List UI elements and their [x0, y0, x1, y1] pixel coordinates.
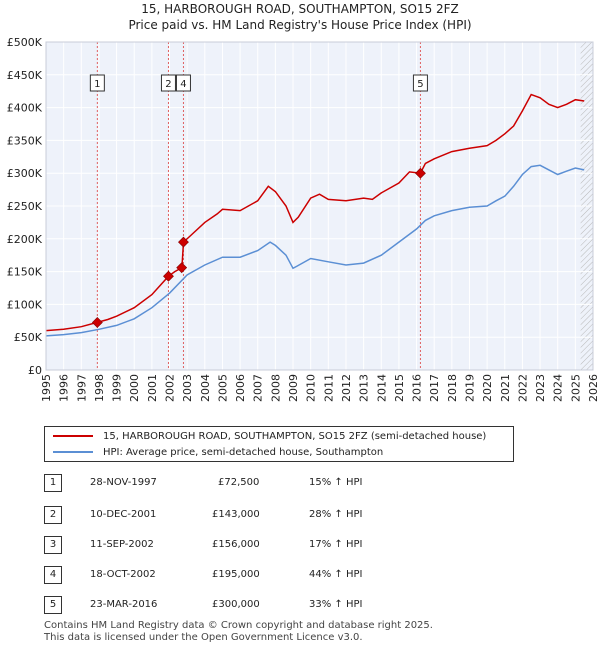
plot-frame [45, 41, 594, 371]
y-tick-label: £250K [7, 200, 43, 213]
chart-title: 15, HARBOROUGH ROAD, SOUTHAMPTON, SO15 2… [141, 2, 459, 16]
x-tick-label: 2012 [340, 374, 353, 402]
sale-hpi-change: 33% ↑ HPI [309, 599, 363, 610]
y-tick-label: £50K [14, 331, 43, 344]
y-tick-label: £100K [7, 298, 43, 311]
sale-label-box [160, 74, 176, 92]
sale-number-badge: 3 [44, 536, 62, 554]
x-tick-label: 2000 [128, 374, 141, 402]
y-tick-label: £300K [7, 167, 43, 180]
chart-subtitle: Price paid vs. HM Land Registry's House … [128, 18, 472, 32]
sale-number-badge: 4 [44, 566, 62, 584]
x-tick-label: 2026 [587, 374, 600, 402]
sale-point-5 [415, 167, 426, 179]
legend-hpi-swatch [53, 451, 93, 453]
x-tick-label: 2016 [411, 374, 424, 402]
x-tick-label: 1995 [40, 374, 53, 402]
x-tick-label: 2006 [234, 374, 247, 402]
x-tick-label: 2018 [446, 374, 459, 402]
y-tick-label: £400K [7, 102, 43, 115]
legend: 15, HARBOROUGH ROAD, SOUTHAMPTON, SO15 2… [44, 426, 514, 462]
legend-item-hpi: HPI: Average price, semi-detached house,… [53, 444, 383, 460]
sale-point-2 [163, 270, 174, 282]
legend-price-label: 15, HARBOROUGH ROAD, SOUTHAMPTON, SO15 2… [103, 430, 487, 442]
table-row: 2 10-DEC-2001 £143,000 28% ↑ HPI [44, 506, 444, 526]
sale-price: £143,000 [212, 509, 260, 520]
sale-point-4 [178, 236, 189, 248]
table-row: 5 23-MAR-2016 £300,000 33% ↑ HPI [44, 596, 444, 616]
y-tick-label: £450K [7, 69, 43, 82]
y-tick-label: £150K [7, 266, 43, 279]
x-tick-label: 2003 [181, 374, 194, 402]
x-tick-label: 2005 [216, 374, 229, 402]
sale-number-badge: 2 [44, 506, 62, 524]
x-tick-label: 2014 [375, 374, 388, 402]
sale-hpi-change: 28% ↑ HPI [309, 509, 363, 520]
y-tick-label: £500K [7, 36, 43, 49]
x-tick-label: 2011 [322, 374, 335, 402]
sale-date: 23-MAR-2016 [90, 599, 158, 610]
x-tick-label: 2017 [428, 374, 441, 402]
sale-point-3 [176, 262, 188, 274]
sale-price: £156,000 [212, 539, 260, 550]
x-tick-label: 2013 [358, 374, 371, 402]
x-tick-label: 2008 [269, 374, 282, 402]
footer-license: This data is licensed under the Open Gov… [44, 632, 363, 643]
sale-label-text: 2 [165, 79, 171, 90]
sale-date: 28-NOV-1997 [90, 477, 157, 488]
hpi-line [45, 164, 585, 337]
y-tick-label: £200K [7, 233, 43, 246]
x-tick-label: 2025 [569, 374, 582, 402]
x-tick-label: 2020 [481, 374, 494, 402]
legend-hpi-label: HPI: Average price, semi-detached house,… [103, 446, 384, 458]
sale-date: 11-SEP-2002 [90, 539, 154, 550]
x-tick-label: 1999 [111, 374, 124, 402]
footer: Contains HM Land Registry data © Crown c… [44, 620, 433, 644]
x-tick-label: 1996 [58, 374, 71, 402]
x-tick-label: 2001 [146, 374, 159, 402]
x-tick-label: 2007 [252, 374, 265, 402]
sale-number-badge: 5 [44, 596, 62, 614]
x-tick-label: 2010 [305, 374, 318, 402]
y-tick-label: £350K [7, 134, 43, 147]
sale-number-badge: 1 [44, 474, 62, 492]
sale-date: 10-DEC-2001 [90, 509, 157, 520]
table-row: 1 28-NOV-1997 £72,500 15% ↑ HPI [44, 474, 444, 494]
table-row: 4 18-OCT-2002 £195,000 44% ↑ HPI [44, 566, 444, 586]
sale-label-text: 4 [180, 79, 186, 90]
sale-hpi-change: 17% ↑ HPI [309, 539, 363, 550]
sale-label-text: 5 [417, 79, 423, 90]
legend-price-swatch [53, 435, 93, 437]
sale-date: 18-OCT-2002 [90, 569, 156, 580]
x-tick-label: 1998 [93, 374, 106, 402]
x-tick-label: 2004 [199, 374, 212, 402]
sale-point-1 [91, 317, 103, 328]
sale-price: £72,500 [218, 477, 260, 488]
sale-label-box [412, 74, 428, 92]
x-tick-label: 2015 [393, 374, 406, 402]
legend-item-price: 15, HARBOROUGH ROAD, SOUTHAMPTON, SO15 2… [53, 428, 486, 444]
sale-price: £195,000 [212, 569, 260, 580]
x-tick-label: 2019 [463, 374, 476, 402]
sale-hpi-change: 15% ↑ HPI [309, 477, 363, 488]
y-tick-label: £0 [28, 364, 42, 377]
sale-label-box [89, 74, 105, 92]
x-tick-label: 2009 [287, 374, 300, 402]
footer-copyright: Contains HM Land Registry data © Crown c… [44, 620, 433, 631]
sale-hpi-change: 44% ↑ HPI [309, 569, 363, 580]
x-tick-label: 2002 [164, 374, 177, 402]
table-row: 3 11-SEP-2002 £156,000 17% ↑ HPI [44, 536, 444, 556]
x-tick-label: 1997 [75, 374, 88, 402]
sale-label-box [175, 74, 191, 92]
x-tick-label: 2024 [552, 374, 565, 402]
sale-label-text: 1 [94, 79, 100, 90]
price-chart: £0 £50K £100K £150K £200K £250K £300K £350K £400… [7, 36, 600, 402]
x-tick-label: 2021 [499, 374, 512, 402]
x-tick-label: 2023 [534, 374, 547, 402]
sale-price: £300,000 [212, 599, 260, 610]
x-tick-label: 2022 [516, 374, 529, 402]
